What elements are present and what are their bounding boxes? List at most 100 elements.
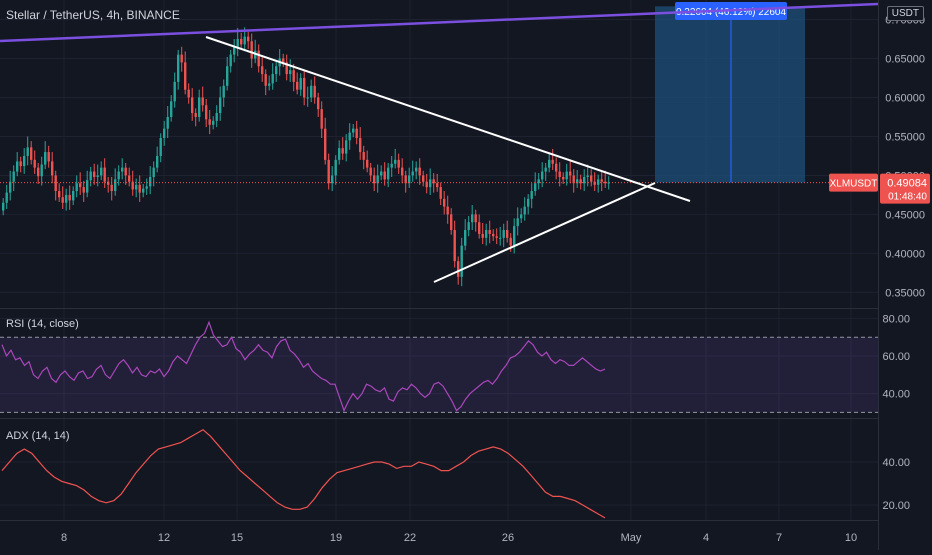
candle-body (226, 66, 229, 86)
candle-body (583, 177, 586, 184)
candle-body (495, 236, 498, 238)
candle-body (257, 50, 260, 67)
candle-body (54, 175, 57, 192)
y-tick-label: 0.45000 (885, 209, 925, 221)
candle-body (124, 167, 127, 176)
candle-body (51, 161, 54, 176)
candle-body (341, 148, 344, 154)
currency-button[interactable]: USDT (886, 6, 924, 21)
x-tick-label: 10 (845, 532, 857, 544)
rsi-tick-label: 40.00 (882, 389, 910, 401)
countdown-label: 01:48:40 (888, 192, 927, 203)
candle-body (506, 230, 509, 238)
candle-body (478, 222, 481, 234)
projection-layer: 0.22604 (46.12%) 22604 (655, 2, 805, 183)
candle-body (47, 152, 50, 162)
candle-body (75, 183, 78, 192)
triangle-upper-line (205, 36, 691, 202)
y-tick-label: 0.65000 (885, 53, 925, 65)
candle-body (292, 70, 295, 82)
candle-body (205, 105, 208, 120)
candle-body (107, 181, 110, 185)
candle-body (303, 77, 306, 98)
candle-body (597, 179, 600, 185)
candle-body (243, 36, 246, 45)
candle-body (415, 167, 418, 172)
candle-body (338, 148, 341, 160)
candle-body (152, 167, 155, 178)
candle-body (138, 184, 141, 193)
candles-layer (0, 27, 878, 287)
candle-body (467, 222, 470, 231)
candle-body (240, 38, 243, 45)
candle-body (607, 182, 610, 184)
candle-body (26, 147, 29, 156)
candle-body (16, 161, 19, 172)
candle-body (362, 152, 365, 160)
rsi-band (0, 337, 878, 413)
candle-body (565, 171, 568, 180)
candle-body (233, 46, 236, 55)
candle-body (96, 175, 99, 178)
adx-line (1, 428, 606, 519)
candle-body (509, 237, 512, 246)
y-tick-label: 0.40000 (885, 248, 925, 260)
candle-body (275, 66, 278, 75)
candle-body (100, 167, 103, 176)
rsi-pane (0, 320, 878, 413)
candle-body (366, 159, 369, 168)
candle-body (418, 167, 421, 176)
candle-body (593, 181, 596, 185)
candle-body (394, 159, 397, 164)
adx-tick-label: 20.00 (882, 500, 910, 512)
candle-body (306, 97, 309, 99)
candle-body (215, 113, 218, 121)
candle-body (177, 54, 180, 82)
candle-body (289, 70, 292, 75)
candle-body (33, 159, 36, 168)
candle-body (460, 245, 463, 277)
candle-body (40, 164, 43, 177)
y-tick-label: 0.35000 (885, 287, 925, 299)
drawings-layer[interactable] (0, 2, 879, 283)
candle-body (198, 97, 201, 117)
candle-body (334, 159, 337, 176)
candle-body (128, 175, 131, 182)
candle-body (537, 179, 540, 184)
candle-body (481, 233, 484, 238)
candle-body (313, 85, 316, 98)
candle-body (499, 237, 502, 239)
candle-body (194, 113, 197, 117)
candle-body (576, 179, 579, 184)
candle-body (89, 171, 92, 181)
candle-body (590, 175, 593, 182)
candle-body (23, 155, 26, 167)
candle-body (422, 175, 425, 182)
candle-body (282, 58, 285, 63)
candle-body (86, 180, 89, 193)
candle-body (485, 230, 488, 238)
candle-body (586, 175, 589, 178)
candle-body (12, 171, 15, 182)
chart-title: Stellar / TetherUS, 4h, BINANCE (6, 8, 180, 22)
candle-body (572, 175, 575, 184)
candle-body (324, 128, 327, 160)
candle-body (327, 159, 330, 184)
candle-body (352, 128, 355, 133)
candle-body (37, 167, 40, 177)
candle-body (541, 171, 544, 180)
candle-body (443, 198, 446, 207)
candle-body (250, 41, 253, 59)
price-axis-bg (879, 0, 932, 550)
x-tick-label: 26 (502, 532, 514, 544)
candle-body (229, 54, 232, 67)
candle-body (380, 171, 383, 176)
x-tick-label: 22 (404, 532, 416, 544)
candle-body (159, 138, 162, 156)
candle-body (604, 181, 607, 184)
candle-body (387, 167, 390, 180)
candle-body (551, 159, 554, 164)
candle-body (156, 155, 159, 168)
